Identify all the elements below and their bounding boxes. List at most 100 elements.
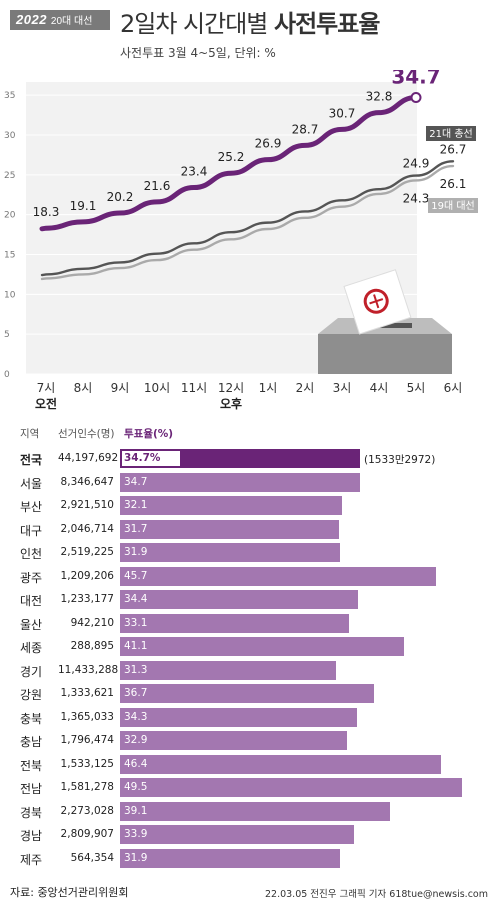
voter-count: 2,519,225 (60, 546, 114, 558)
voter-count: 1,581,278 (60, 781, 114, 793)
table-row: 강원 1,333,621 36.7 (0, 681, 500, 707)
data-label: 26.9 (255, 137, 282, 151)
region-name: 서울 (20, 476, 43, 491)
table-row: 부산 2,921,510 32.1 (0, 493, 500, 519)
rate-bar (120, 496, 342, 515)
x-tick-label: 5시 (407, 381, 426, 395)
y-tick-label: 20 (4, 211, 16, 221)
region-name: 전국 (20, 453, 43, 467)
region-name: 경기 (20, 664, 43, 679)
rate-bar (120, 731, 348, 750)
rate-bar (120, 848, 341, 868)
voter-count: 1,365,033 (60, 710, 114, 723)
rate-bar (120, 566, 436, 586)
rate-label: 32.9 (124, 734, 148, 746)
y-tick-label: 0 (4, 370, 10, 380)
x-tick-label: 1시 (259, 381, 278, 395)
rate-bar (120, 660, 337, 680)
voter-count: 1,333,621 (60, 687, 114, 699)
data-label: 24.9 (403, 157, 430, 171)
credit-note: 22.03.05 전진우 그래픽 기자 618tue@newsis.com (264, 889, 488, 900)
rate-bar (120, 707, 357, 727)
voter-count: 288,895 (70, 640, 114, 652)
voter-count: 1,533,125 (60, 757, 114, 770)
rate-bar (120, 613, 349, 633)
region-name: 경남 (20, 829, 43, 843)
rate-label: 34.4 (124, 593, 148, 605)
rate-label: 31.9 (124, 851, 148, 864)
rate-bar (120, 778, 462, 797)
data-label: 24.3 (403, 191, 430, 205)
voter-count: 942,210 (70, 616, 114, 629)
rate-label: 33.1 (124, 616, 148, 629)
data-label: 26.1 (440, 177, 467, 191)
voter-count: 2,046,714 (60, 522, 114, 535)
rate-label: 34.7% (124, 452, 161, 464)
rate-label: 45.7 (124, 569, 148, 582)
region-name: 광주 (20, 570, 43, 585)
table-row: 인천 2,519,225 31.9 (0, 540, 500, 566)
rate-label: 49.5 (124, 781, 148, 793)
subtitle: 사전투표 3월 4~5일, 단위: % (120, 46, 276, 60)
region-name: 부산 (20, 500, 43, 514)
voter-count: 1,796,474 (60, 734, 114, 746)
total-label-box (122, 451, 180, 466)
y-tick-label: 35 (4, 91, 15, 101)
header-voters: 선거인수(명) (58, 428, 115, 440)
region-name: 울산 (20, 617, 43, 632)
voter-count: 2,921,510 (60, 499, 114, 511)
end-point-marker (410, 92, 422, 104)
logo-year: 2022 (16, 12, 47, 27)
table-row: 광주 1,209,206 45.7 (0, 564, 500, 590)
y-ticks: 0 5 10 15 20 25 30 35 (4, 91, 16, 380)
region-name: 강원 (20, 688, 43, 702)
rate-bar (120, 801, 391, 821)
table-row: 충북 1,365,033 34.3 (0, 705, 500, 731)
x-tick-label: 12시 (218, 381, 244, 395)
data-label: 32.8 (366, 90, 393, 104)
data-label: 18.3 (33, 205, 60, 219)
x-tick-label: 6시 (444, 381, 463, 395)
legend-label: 21대 총선 (429, 128, 473, 140)
region-name: 제주 (20, 852, 43, 867)
rate-bar (120, 684, 374, 703)
rate-bar (120, 637, 404, 656)
table-row: 경북 2,273,028 39.1 (0, 799, 500, 825)
rate-label: 34.7 (124, 475, 148, 488)
rate-label: 31.3 (124, 663, 148, 676)
series-line (40, 160, 455, 277)
table-row: 제주 564,354 31.9 (0, 846, 500, 872)
data-label: 26.7 (440, 142, 467, 156)
region-name: 세종 (20, 641, 43, 655)
x-tick-label: 10시 (144, 381, 170, 395)
table-row: 서울 8,346,647 34.7 (0, 470, 500, 496)
rate-bar (120, 754, 441, 774)
voter-count: 11,433,288 (58, 663, 119, 676)
x-tick-label: 11시 (181, 381, 207, 395)
region-name: 충남 (20, 735, 43, 749)
data-label: 19.1 (70, 199, 97, 213)
legend-label: 19대 대선 (431, 200, 475, 212)
logo-election: 20대 대선 (50, 16, 93, 27)
table-row: 경남 2,809,907 33.9 (0, 822, 500, 848)
period-label-am: 오전 (35, 396, 57, 410)
data-label: 25.2 (218, 150, 245, 164)
x-tick-label: 2시 (296, 381, 315, 395)
table-row: 대전 1,233,177 34.4 (0, 587, 500, 613)
series-line (39, 95, 419, 232)
rate-label: 46.4 (124, 757, 148, 770)
x-tick-label: 9시 (111, 381, 130, 395)
table-row: 전남 1,581,278 49.5 (0, 775, 500, 801)
ballot-box-icon (318, 269, 452, 374)
rate-label: 31.7 (124, 522, 148, 535)
region-name: 충북 (20, 711, 43, 726)
rate-bar (120, 825, 355, 844)
voter-count: 8,346,647 (60, 475, 114, 488)
rate-bar (120, 543, 341, 562)
data-label: 30.7 (329, 106, 356, 120)
title-prefix: 2일차 시간대별 (120, 10, 275, 38)
table-row: 전북 1,533,125 46.4 (0, 752, 500, 778)
legend-tag: 19대 대선 (428, 198, 478, 213)
rate-bar (120, 590, 358, 609)
